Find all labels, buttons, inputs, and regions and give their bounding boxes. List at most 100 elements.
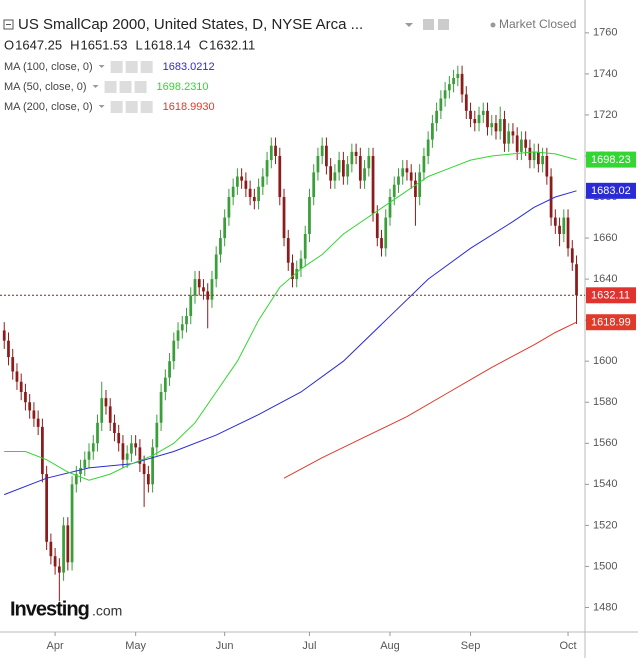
candle-body <box>447 84 451 91</box>
ma-name: MA (50, close, 0) <box>4 81 87 93</box>
candle-body <box>460 73 464 95</box>
ma-icon <box>104 81 117 93</box>
x-tick-label: Aug <box>380 640 400 652</box>
y-tick-label: 1580 <box>593 396 617 408</box>
close-icon[interactable] <box>438 19 449 30</box>
candle-body <box>409 172 413 181</box>
dropdown-icon[interactable] <box>405 23 413 27</box>
brand-suffix: .com <box>92 603 122 619</box>
ohlc-value: 1632.11 <box>209 37 255 52</box>
candle-body <box>397 176 400 185</box>
candle-body <box>138 447 142 464</box>
ma-value: 1618.9930 <box>163 101 215 113</box>
candle-body <box>278 155 282 198</box>
ma-dropdown <box>92 85 99 88</box>
y-tick-label: 1740 <box>593 68 617 80</box>
candle-body <box>180 324 184 331</box>
x-tick-label: Jun <box>216 640 234 652</box>
candle-body <box>269 145 273 161</box>
candle-body <box>2 330 6 341</box>
x-tick-label: Apr <box>47 640 64 652</box>
candle-body <box>163 377 167 392</box>
candle-body <box>363 168 366 181</box>
candle-body <box>541 155 544 165</box>
candle-body <box>553 217 557 226</box>
candle-body <box>87 451 91 460</box>
candle-body <box>70 484 74 563</box>
candle-body <box>79 467 82 475</box>
candle-body <box>562 217 566 234</box>
candle-body <box>341 160 345 177</box>
candle-body <box>418 172 422 198</box>
ma-icon <box>110 101 123 113</box>
candle-body <box>558 225 561 234</box>
candle-body <box>528 147 532 161</box>
ma-value: 1683.0212 <box>163 61 215 73</box>
candle-body <box>473 119 477 124</box>
candle-body <box>375 213 379 239</box>
candle-body <box>274 145 277 156</box>
ohlc-label: O <box>4 37 14 52</box>
candle-body <box>401 168 405 177</box>
candle-body <box>83 459 87 468</box>
last-price-tag-bg <box>586 287 636 304</box>
candle-body <box>308 197 311 234</box>
candle-body <box>231 186 235 198</box>
candle-body <box>337 160 341 173</box>
candle-body <box>100 398 104 423</box>
candle-body <box>354 151 358 156</box>
settings-icon[interactable] <box>423 19 434 30</box>
candle-body <box>202 287 205 292</box>
candle-body <box>159 391 163 423</box>
y-tick-label: 1640 <box>593 273 617 285</box>
ma-icon <box>125 101 138 113</box>
ma-price-tag: 1618.99 <box>591 317 631 329</box>
candle-body <box>151 447 154 485</box>
candle-body <box>134 443 138 448</box>
candle-body <box>45 474 49 542</box>
candle-body <box>333 172 337 181</box>
candle-body <box>439 98 443 111</box>
ohlc-label: C <box>199 37 208 52</box>
candle-body <box>244 180 248 189</box>
x-tick-label: Jul <box>302 640 316 652</box>
candle-body <box>503 119 506 144</box>
candle-body <box>121 443 125 460</box>
candle-body <box>316 155 320 173</box>
candle-body <box>520 139 523 152</box>
x-tick-label: Sep <box>461 640 481 652</box>
candle-body <box>142 463 146 475</box>
candle-body <box>223 217 227 239</box>
candle-body <box>524 139 528 148</box>
candle-body <box>66 525 70 563</box>
candle-body <box>515 135 519 152</box>
candle-body <box>392 184 396 198</box>
candle-body <box>570 248 574 263</box>
collapse-icon[interactable] <box>3 19 14 30</box>
y-tick-label: 1760 <box>593 27 617 39</box>
market-status: Market Closed <box>499 17 576 31</box>
ma-icon <box>110 61 123 73</box>
candle-body <box>227 197 231 218</box>
candle-body <box>206 291 210 300</box>
candle-body <box>422 155 426 173</box>
candle-body <box>507 131 511 144</box>
candle-body <box>117 433 121 444</box>
ma-icon <box>119 81 132 93</box>
ma-icon <box>125 61 138 73</box>
candle-body <box>346 164 349 177</box>
candle-body <box>57 566 61 573</box>
ma-dropdown <box>98 65 105 68</box>
y-tick-label: 1600 <box>593 355 617 367</box>
candle-body <box>367 155 371 169</box>
candle-body <box>295 268 299 280</box>
candle-body <box>469 110 472 120</box>
candle-body <box>15 371 19 382</box>
ohlc-value: 1618.14 <box>144 37 191 52</box>
candle-body <box>435 110 439 124</box>
candle-body <box>405 168 409 173</box>
candle-body <box>498 119 502 132</box>
candle-body <box>388 197 392 218</box>
candle-body <box>185 316 188 325</box>
candle-body <box>536 151 540 165</box>
